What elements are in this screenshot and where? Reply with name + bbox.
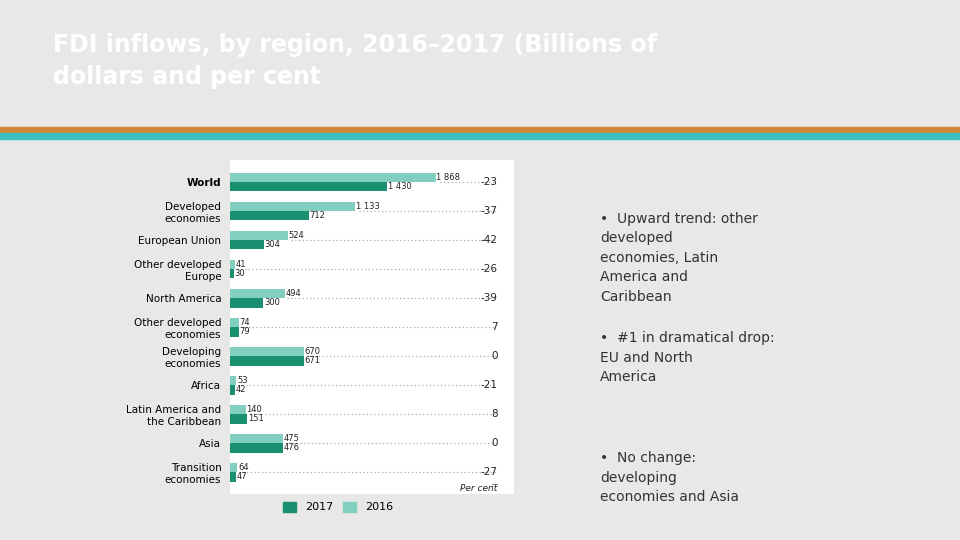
Text: Per cent: Per cent — [460, 484, 497, 493]
Text: •  No change:
developing
economies and Asia: • No change: developing economies and As… — [600, 451, 739, 504]
Bar — [0, 127, 960, 133]
Bar — [230, 472, 235, 482]
Text: 476: 476 — [283, 443, 300, 453]
Bar — [230, 414, 247, 423]
Text: -23: -23 — [481, 177, 497, 187]
Text: -42: -42 — [481, 235, 497, 245]
Text: 494: 494 — [285, 289, 301, 298]
Text: 300: 300 — [264, 299, 280, 307]
Bar — [230, 298, 263, 307]
Text: 7: 7 — [491, 322, 497, 332]
Text: 151: 151 — [248, 414, 263, 423]
Bar — [230, 376, 236, 385]
Text: 64: 64 — [238, 463, 249, 472]
Text: 53: 53 — [237, 376, 248, 385]
Bar — [230, 182, 388, 192]
Bar — [230, 327, 239, 336]
Text: 1 430: 1 430 — [388, 183, 412, 191]
Text: 74: 74 — [239, 318, 250, 327]
Text: -37: -37 — [481, 206, 497, 216]
Text: 1 868: 1 868 — [436, 173, 460, 182]
Text: FDI inflows, by region, 2016–2017 (Billions of
dollars and per cent: FDI inflows, by region, 2016–2017 (Billi… — [53, 33, 657, 89]
Text: 712: 712 — [309, 211, 325, 220]
Text: 0: 0 — [492, 351, 497, 361]
Text: •  #1 in dramatical drop:
EU and North
America: • #1 in dramatical drop: EU and North Am… — [600, 332, 775, 384]
Bar — [230, 173, 436, 182]
Text: 524: 524 — [289, 231, 304, 240]
Bar — [230, 385, 235, 395]
Bar — [230, 289, 285, 298]
Text: •  Upward trend: other
developed
economies, Latin
America and
Caribbean: • Upward trend: other developed economie… — [600, 212, 758, 303]
Text: 304: 304 — [264, 240, 280, 249]
Legend: 2017, 2016: 2017, 2016 — [278, 497, 397, 517]
Text: -26: -26 — [481, 264, 497, 274]
Text: 140: 140 — [247, 405, 262, 414]
Text: 0: 0 — [492, 438, 497, 448]
Bar — [230, 231, 288, 240]
Text: -21: -21 — [481, 380, 497, 390]
Bar — [230, 443, 282, 453]
Text: 79: 79 — [240, 327, 251, 336]
Text: 670: 670 — [304, 347, 321, 356]
Text: 1 133: 1 133 — [355, 202, 379, 211]
Bar — [230, 405, 246, 414]
Bar — [230, 318, 238, 327]
Text: 42: 42 — [235, 386, 246, 394]
Text: 47: 47 — [236, 472, 247, 482]
Bar — [230, 463, 237, 472]
Bar — [230, 269, 233, 279]
Text: 671: 671 — [304, 356, 321, 366]
Text: 8: 8 — [491, 409, 497, 419]
Text: 41: 41 — [235, 260, 246, 269]
Text: -39: -39 — [481, 293, 497, 303]
Bar — [230, 347, 304, 356]
Bar — [230, 211, 308, 220]
Bar — [230, 356, 304, 366]
Bar — [0, 133, 960, 139]
Text: -27: -27 — [481, 467, 497, 477]
Bar — [230, 202, 355, 211]
Text: 30: 30 — [234, 269, 245, 278]
Bar — [230, 240, 264, 249]
Bar — [230, 434, 282, 443]
Bar — [230, 260, 235, 269]
Text: 475: 475 — [283, 434, 300, 443]
